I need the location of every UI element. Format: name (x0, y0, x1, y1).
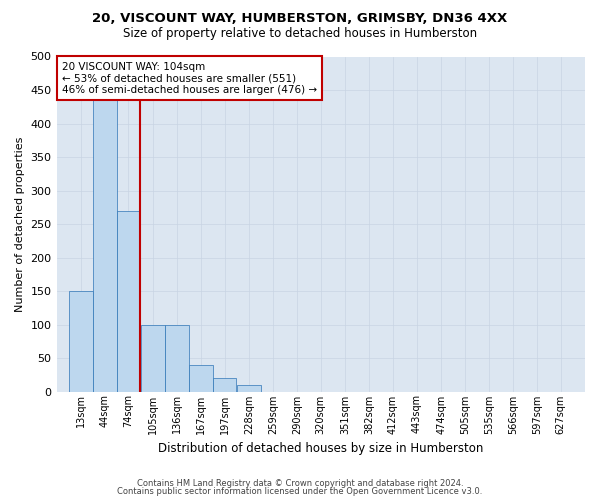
Bar (165, 324, 189, 392)
Text: Contains HM Land Registry data © Crown copyright and database right 2024.: Contains HM Land Registry data © Crown c… (137, 478, 463, 488)
Text: Size of property relative to detached houses in Humberston: Size of property relative to detached ho… (123, 28, 477, 40)
Bar (116, 210, 140, 392)
Bar (69, 291, 92, 392)
Bar (93, 84, 117, 392)
Y-axis label: Number of detached properties: Number of detached properties (15, 136, 25, 312)
Text: 20, VISCOUNT WAY, HUMBERSTON, GRIMSBY, DN36 4XX: 20, VISCOUNT WAY, HUMBERSTON, GRIMSBY, D… (92, 12, 508, 26)
Bar (213, 378, 236, 392)
Text: Contains public sector information licensed under the Open Government Licence v3: Contains public sector information licen… (118, 487, 482, 496)
Bar (189, 364, 213, 392)
Text: 20 VISCOUNT WAY: 104sqm
← 53% of detached houses are smaller (551)
46% of semi-d: 20 VISCOUNT WAY: 104sqm ← 53% of detache… (62, 62, 317, 94)
X-axis label: Distribution of detached houses by size in Humberston: Distribution of detached houses by size … (158, 442, 484, 455)
Bar (141, 324, 164, 392)
Bar (237, 385, 261, 392)
